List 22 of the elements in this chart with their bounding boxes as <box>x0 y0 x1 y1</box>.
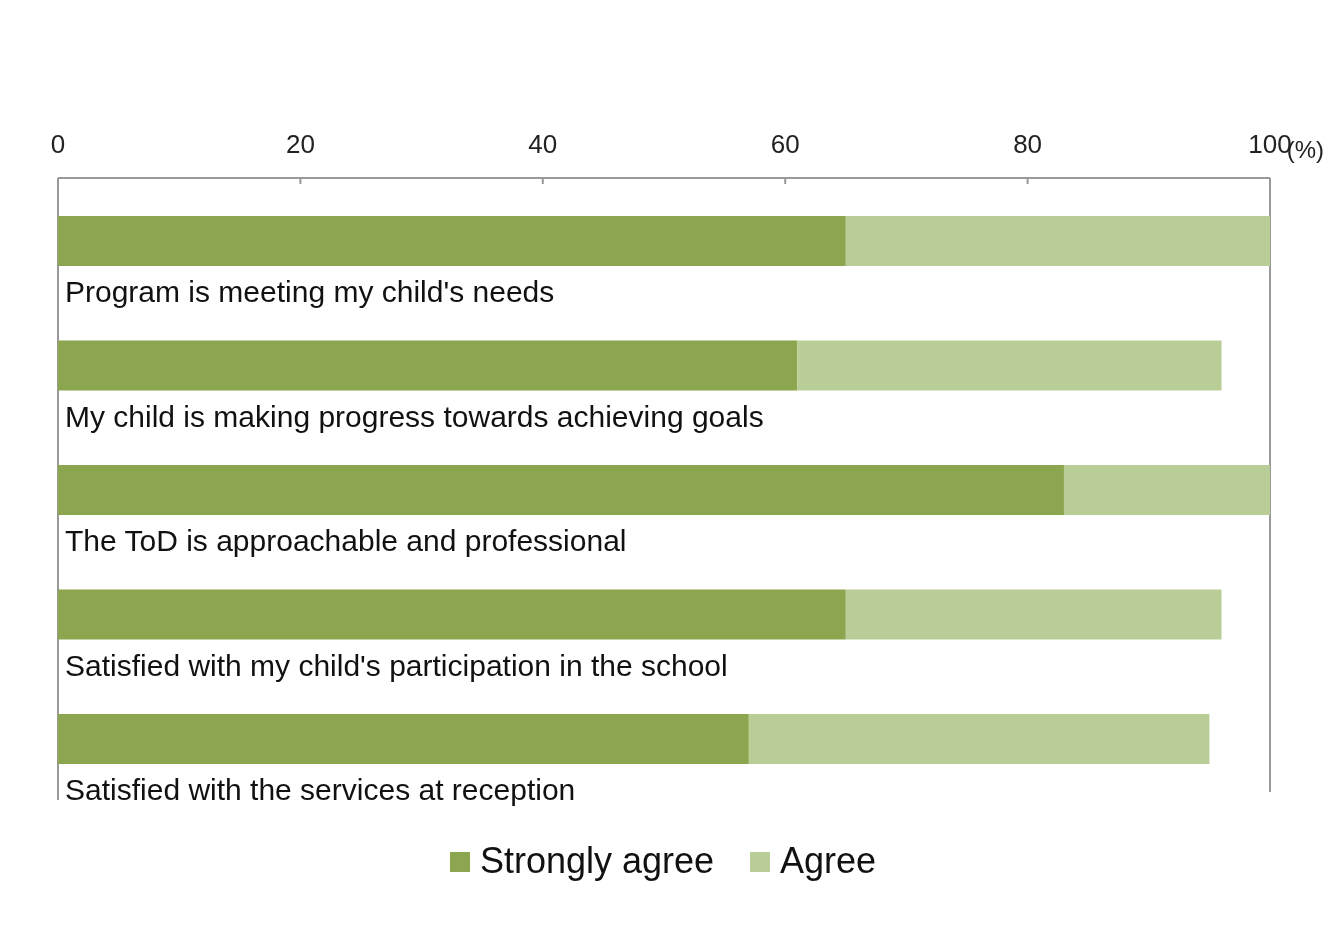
y-tick-label: Satisfied with the services at reception <box>65 773 576 806</box>
bar <box>748 714 1210 764</box>
bar <box>58 465 1064 515</box>
bar <box>58 340 798 391</box>
legend-label: Strongly agree <box>480 840 715 881</box>
bar <box>845 216 1270 266</box>
x-tick-label: 0 <box>50 129 66 159</box>
bar <box>845 589 1222 640</box>
y-tick-label: The ToD is approachable and professional <box>65 524 627 557</box>
x-tick-label: 20 <box>285 129 315 159</box>
y-tick-label: Satisfied with my child's participation in the school <box>65 648 728 682</box>
x-tick-label: 40 <box>528 129 558 159</box>
y-tick-label: Program is meeting my child's needs <box>65 275 555 308</box>
bar <box>797 340 1222 391</box>
legend-label: Agree <box>780 840 877 881</box>
bar <box>58 714 749 764</box>
bar <box>1063 465 1270 515</box>
x-tick-label: 80 <box>1013 129 1043 159</box>
bar <box>58 589 846 640</box>
x-tick-label: 60 <box>770 129 800 159</box>
y-tick-label: My child is making progress towards achieving goals <box>65 399 764 433</box>
bar <box>58 216 846 266</box>
